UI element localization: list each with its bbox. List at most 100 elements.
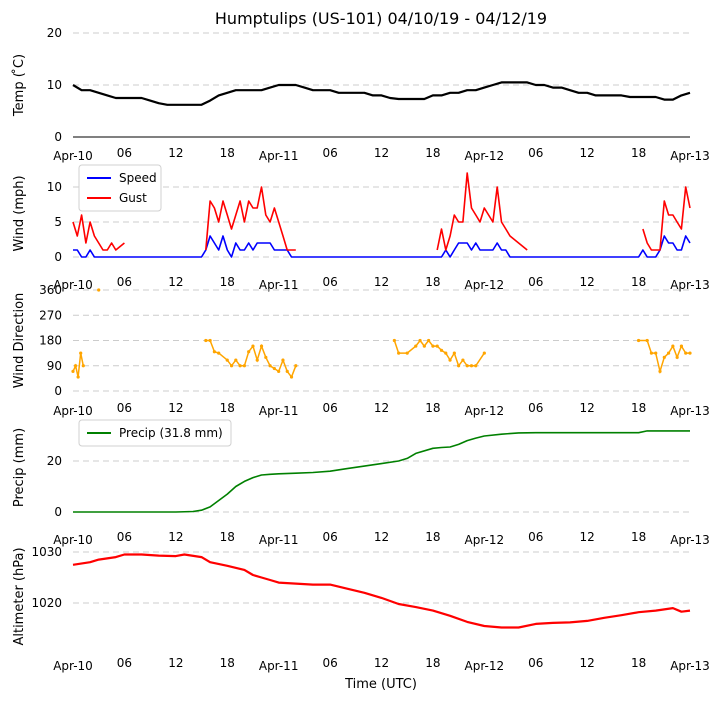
y-tick-label: 90 bbox=[47, 359, 62, 373]
x-tick-label: Apr-13 bbox=[670, 659, 710, 673]
x-tick-label: 18 bbox=[631, 401, 646, 415]
legend-box bbox=[78, 164, 162, 212]
y-tick-label: 1020 bbox=[31, 596, 62, 610]
series-line-altimeter bbox=[72, 553, 691, 629]
x-tick-label: 18 bbox=[220, 401, 235, 415]
x-tick-label: 12 bbox=[374, 401, 389, 415]
series-line-temp bbox=[72, 81, 691, 106]
x-tick-label: Apr-11 bbox=[259, 659, 299, 673]
y-axis-label: Altimeter (hPa) bbox=[12, 547, 27, 645]
series-line-gust bbox=[72, 172, 691, 251]
x-tick-label: 12 bbox=[168, 146, 183, 160]
x-tick-label: 06 bbox=[528, 401, 543, 415]
y-tick-label: 1030 bbox=[31, 545, 62, 559]
x-tick-label: 12 bbox=[580, 275, 595, 289]
x-tick-label: 12 bbox=[580, 656, 595, 670]
series-line-speed bbox=[73, 235, 691, 258]
x-tick-label: 06 bbox=[528, 656, 543, 670]
x-tick-label: Apr-13 bbox=[670, 149, 710, 163]
x-tick-label: 12 bbox=[374, 146, 389, 160]
x-tick-label: 12 bbox=[580, 401, 595, 415]
y-axis-label: Wind (mph) bbox=[12, 175, 27, 251]
legend-label: Gust bbox=[119, 191, 147, 205]
series-line-precip-mm- bbox=[73, 430, 690, 513]
x-tick-label: 18 bbox=[425, 146, 440, 160]
y-tick-label: 20 bbox=[47, 26, 62, 40]
x-tick-label: Apr-13 bbox=[670, 533, 710, 547]
y-axis-label: Precip (mm) bbox=[12, 428, 27, 507]
x-tick-label: Apr-11 bbox=[259, 149, 299, 163]
panel-2: 0 90 180 270 360 Apr-10 06 12 18 Apr-11 06 12 18 Apr-… bbox=[12, 283, 710, 418]
y-tick-label: 20 bbox=[47, 454, 62, 468]
x-tick-label: Apr-11 bbox=[259, 404, 299, 418]
panel-4: 1020 1030 Apr-10 06 12 18 Apr-11 06 12 18 Apr-12 06… bbox=[12, 545, 710, 673]
x-tick-label: 12 bbox=[374, 656, 389, 670]
x-tick-label: Apr-12 bbox=[465, 149, 505, 163]
y-tick-label: 5 bbox=[54, 215, 62, 229]
series-line bbox=[72, 339, 690, 379]
x-tick-label: Apr-12 bbox=[465, 533, 505, 547]
chart-title: Humptulips (US-101) 04/10/19 - 04/12/19 bbox=[215, 9, 547, 28]
y-axis-label: Wind Direction bbox=[12, 293, 27, 389]
x-tick-label: 06 bbox=[117, 275, 132, 289]
data-point bbox=[636, 338, 641, 343]
y-tick-label: 360 bbox=[39, 283, 62, 297]
x-tick-label: Apr-11 bbox=[259, 278, 299, 292]
x-tick-label: 18 bbox=[220, 656, 235, 670]
y-axis-label: Temp ( ̊C) bbox=[11, 54, 27, 117]
panel-3: 0 20 Apr-10 06 12 18 Apr-11 06 12 18 Apr-12 06 12 18 A… bbox=[12, 419, 710, 547]
x-tick-label: 06 bbox=[322, 530, 337, 544]
x-tick-label: 12 bbox=[168, 275, 183, 289]
y-tick-label: 10 bbox=[47, 78, 62, 92]
x-tick-label: Apr-13 bbox=[670, 278, 710, 292]
x-tick-label: 12 bbox=[168, 656, 183, 670]
x-tick-label: 06 bbox=[528, 275, 543, 289]
x-tick-label: 06 bbox=[322, 146, 337, 160]
x-tick-label: 18 bbox=[631, 146, 646, 160]
y-tick-label: 0 bbox=[54, 505, 62, 519]
x-tick-label: 06 bbox=[117, 656, 132, 670]
panel-1: 0 5 10 Apr-10 06 12 18 Apr-11 06 12 18 Apr-12 06 12 18… bbox=[12, 164, 710, 292]
x-tick-label: 12 bbox=[374, 275, 389, 289]
legend-label: Precip (31.8 mm) bbox=[119, 426, 223, 440]
x-tick-label: 06 bbox=[322, 656, 337, 670]
x-tick-label: 18 bbox=[631, 656, 646, 670]
x-tick-label: 18 bbox=[631, 530, 646, 544]
x-tick-label: 12 bbox=[580, 146, 595, 160]
x-tick-label: Apr-12 bbox=[465, 278, 505, 292]
y-tick-label: 10 bbox=[47, 180, 62, 194]
x-tick-label: 18 bbox=[220, 530, 235, 544]
panel-0: 0 10 20 Apr-10 06 12 18 Apr-11 06 12 18 Apr-12 06 12 1… bbox=[11, 26, 710, 163]
x-tick-label: Apr-10 bbox=[53, 278, 93, 292]
x-tick-label: 06 bbox=[322, 275, 337, 289]
y-tick-label: 180 bbox=[39, 334, 62, 348]
x-tick-label: Apr-10 bbox=[53, 149, 93, 163]
x-tick-label: Apr-10 bbox=[53, 533, 93, 547]
y-tick-label: 0 bbox=[54, 130, 62, 144]
x-tick-label: 12 bbox=[168, 401, 183, 415]
x-tick-label: 12 bbox=[580, 530, 595, 544]
x-tick-label: Apr-11 bbox=[259, 533, 299, 547]
x-tick-label: Apr-13 bbox=[670, 404, 710, 418]
x-tick-label: 06 bbox=[117, 530, 132, 544]
x-tick-label: 06 bbox=[322, 401, 337, 415]
x-tick-label: 18 bbox=[220, 146, 235, 160]
x-tick-label: 18 bbox=[425, 656, 440, 670]
y-tick-label: 270 bbox=[39, 308, 62, 322]
x-tick-label: Apr-12 bbox=[465, 659, 505, 673]
x-tick-label: 18 bbox=[425, 530, 440, 544]
data-point bbox=[97, 288, 101, 292]
x-tick-label: 06 bbox=[117, 401, 132, 415]
x-tick-label: 18 bbox=[220, 275, 235, 289]
x-tick-label: Apr-10 bbox=[53, 659, 93, 673]
x-tick-label: 06 bbox=[117, 146, 132, 160]
legend-label: Speed bbox=[119, 171, 157, 185]
x-tick-label: 12 bbox=[168, 530, 183, 544]
x-tick-label: Apr-10 bbox=[53, 404, 93, 418]
x-tick-label: 06 bbox=[528, 530, 543, 544]
x-tick-label: 18 bbox=[425, 275, 440, 289]
legend-box bbox=[78, 419, 232, 447]
y-tick-label: 0 bbox=[54, 384, 62, 398]
x-axis-label: Time (UTC) bbox=[344, 677, 417, 692]
